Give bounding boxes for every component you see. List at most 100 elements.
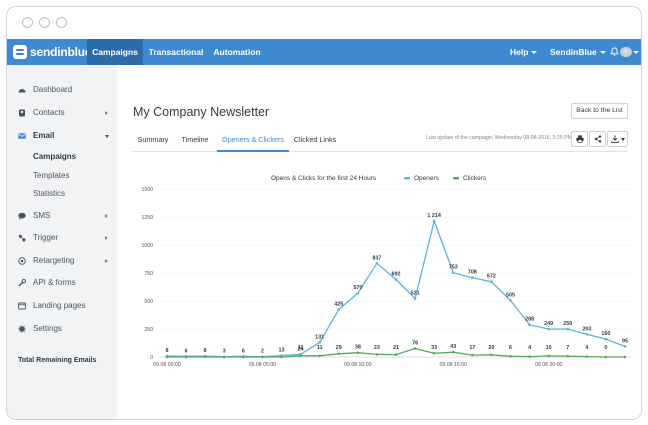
download-icon <box>611 135 619 143</box>
clickers-point[interactable] <box>623 355 627 359</box>
openers-point[interactable] <box>337 308 341 311</box>
clickers-point[interactable] <box>375 353 379 356</box>
nav-automation[interactable]: Automation <box>213 47 261 57</box>
clickers-point[interactable] <box>394 353 398 356</box>
openers-point[interactable] <box>528 323 531 327</box>
share-button[interactable] <box>589 131 606 147</box>
openers-data-label: 2 <box>261 349 264 355</box>
clickers-point[interactable] <box>280 355 283 359</box>
sidebar-item-email[interactable]: Email <box>7 127 117 145</box>
clickers-point[interactable] <box>490 353 493 357</box>
openers-point[interactable] <box>413 297 417 300</box>
clickers-point[interactable] <box>451 350 455 354</box>
sidebar-item-trigger[interactable]: Trigger <box>7 229 117 247</box>
clickers-point[interactable] <box>471 353 474 357</box>
clickers-point[interactable] <box>566 354 570 358</box>
openers-point[interactable] <box>566 327 570 331</box>
openers-data-label: 3 <box>223 349 226 355</box>
opens-clicks-chart: Opens & Clicks for the first 24 Hours Op… <box>141 175 633 368</box>
clickers-data-label: 43 <box>450 344 456 350</box>
chevron-down-icon[interactable] <box>633 51 639 54</box>
nav-transactional[interactable]: Transactional <box>148 47 204 57</box>
openers-point[interactable] <box>451 271 455 274</box>
clickers-point[interactable] <box>222 355 226 359</box>
clickers-point[interactable] <box>299 354 302 358</box>
nav-campaigns[interactable]: Campaigns <box>87 39 143 65</box>
x-tick-label: 09.08 20:00 <box>535 362 563 368</box>
clickers-point[interactable] <box>318 354 321 358</box>
openers-data-label: 250 <box>563 321 572 327</box>
sendinblue-logo[interactable]: sendinblue <box>13 42 92 62</box>
sidebar-item-settings[interactable]: Settings <box>7 320 117 338</box>
sidebar-item-retargeting[interactable]: Retargeting <box>7 252 117 270</box>
y-tick-label: 500 <box>144 299 153 305</box>
sidebar-subitem-templates[interactable]: Templates <box>33 171 70 180</box>
clickers-point[interactable] <box>528 355 531 358</box>
window-minimize-dot[interactable] <box>39 17 50 28</box>
clickers-point[interactable] <box>413 347 417 350</box>
sidebar-item-dashboard[interactable]: Dashboard <box>7 81 117 99</box>
tab-timeline[interactable]: Timeline <box>181 135 209 144</box>
landing-pages-icon <box>18 302 26 310</box>
clickers-point[interactable] <box>585 355 589 358</box>
clickers-point[interactable] <box>432 352 436 355</box>
sidebar-subitem-campaigns[interactable]: Campaigns <box>33 152 77 161</box>
clickers-data-label: 76 <box>412 340 418 346</box>
openers-point[interactable] <box>604 337 608 341</box>
clickers-point[interactable] <box>203 355 207 359</box>
clickers-point[interactable] <box>337 352 341 356</box>
clickers-data-label: 11 <box>317 345 323 351</box>
openers-line <box>166 218 626 358</box>
sidebar-item-sms[interactable]: SMS <box>7 207 117 225</box>
openers-point[interactable] <box>375 261 379 265</box>
openers-data-label: 13 <box>279 348 285 354</box>
chart-axes: 0 250 500 750 1000 1250 1500 09.08 00:00 09.08 0… <box>141 187 633 368</box>
sidebar-item-contacts[interactable]: Contacts <box>7 104 117 122</box>
sidebar-item-api-forms[interactable]: API & forms <box>7 274 117 292</box>
openers-data-label: 95 <box>622 338 628 344</box>
openers-point[interactable] <box>471 276 474 280</box>
clickers-point[interactable] <box>242 355 245 359</box>
clickers-data-label: 4 <box>585 345 588 351</box>
chevron-right-icon <box>105 259 108 263</box>
clickers-point[interactable] <box>261 355 264 359</box>
clickers-point[interactable] <box>547 354 550 358</box>
clickers-point[interactable] <box>356 351 360 355</box>
openers-point[interactable] <box>585 332 589 336</box>
sidebar-item-landing-pages[interactable]: Landing pages <box>7 297 117 315</box>
sidebar-subitem-statistics[interactable]: Statistics <box>33 189 66 198</box>
clickers-point[interactable] <box>509 355 512 358</box>
openers-point[interactable] <box>432 219 436 223</box>
openers-point[interactable] <box>490 280 493 284</box>
bell-icon[interactable] <box>610 47 619 56</box>
tab-openers-clickers[interactable]: Openers & Clickers <box>217 130 289 152</box>
trigger-icon <box>18 234 26 242</box>
clickers-point[interactable] <box>165 355 169 359</box>
print-button[interactable] <box>571 131 588 147</box>
tab-clicked-links[interactable]: Clicked Links <box>293 135 337 144</box>
account-menu[interactable]: SendinBlue <box>550 39 606 65</box>
openers-point[interactable] <box>623 345 627 348</box>
openers-point[interactable] <box>356 291 360 295</box>
openers-point[interactable] <box>509 299 512 302</box>
back-to-list-button[interactable]: Back to the List <box>571 103 628 119</box>
window-maximize-dot[interactable] <box>56 17 67 28</box>
clickers-point[interactable] <box>604 355 608 359</box>
settings-icon <box>18 325 26 333</box>
legend-clickers-label[interactable]: Clickers <box>463 175 487 182</box>
openers-data-label: 203 <box>582 326 591 332</box>
help-menu[interactable]: Help <box>510 39 538 65</box>
window-close-dot[interactable] <box>22 17 33 28</box>
export-dropdown-button[interactable] <box>607 131 628 147</box>
notification-badge[interactable]: 0 <box>620 47 632 57</box>
page-title: My Company Newsletter <box>133 105 270 119</box>
clickers-point[interactable] <box>184 355 188 359</box>
openers-point[interactable] <box>394 278 398 281</box>
clickers-data-label: 38 <box>355 345 361 351</box>
total-remaining-emails: Total Remaining Emails <box>18 357 97 364</box>
openers-point[interactable] <box>318 341 321 344</box>
tab-summary[interactable]: Summary <box>137 135 169 144</box>
legend-openers-label[interactable]: Openers <box>414 175 440 182</box>
openers-point[interactable] <box>547 327 550 331</box>
openers-data-label: 753 <box>449 265 458 271</box>
